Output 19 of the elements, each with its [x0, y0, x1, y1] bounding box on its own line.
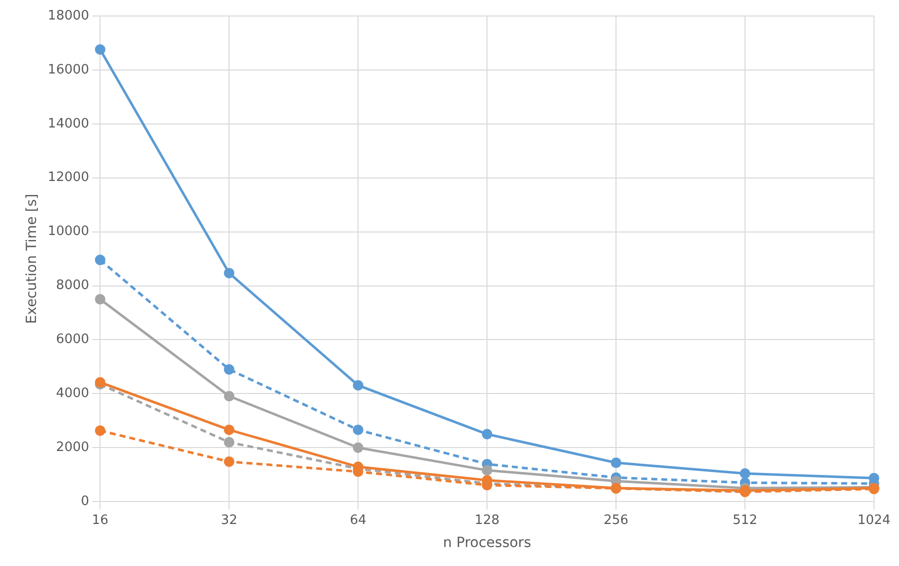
x-axis-title: n Processors — [443, 535, 532, 552]
x-tick-label: 128 — [474, 512, 500, 528]
y-tick-label: 16000 — [48, 62, 90, 78]
y-tick-label: 10000 — [48, 224, 90, 240]
y-tick-label: 14000 — [48, 116, 90, 132]
y-tick-label: 2000 — [56, 440, 90, 456]
x-tick-label: 512 — [732, 512, 758, 528]
x-tick-label: 256 — [604, 512, 628, 528]
x-tick-label: 1024 — [857, 512, 891, 528]
y-tick-label: 8000 — [56, 278, 90, 294]
y-tick-label: 12000 — [48, 170, 90, 186]
y-tick-label: 18000 — [48, 8, 90, 24]
y-axis-title: Execution Time [s] — [24, 194, 40, 324]
y-tick-label: 4000 — [56, 386, 90, 402]
x-tick-label: 32 — [220, 512, 238, 528]
y-tick-label: 6000 — [56, 332, 90, 348]
y-tick-label: 0 — [80, 494, 90, 509]
x-tick-label: 64 — [350, 512, 366, 528]
x-tick-label: 16 — [92, 512, 108, 528]
